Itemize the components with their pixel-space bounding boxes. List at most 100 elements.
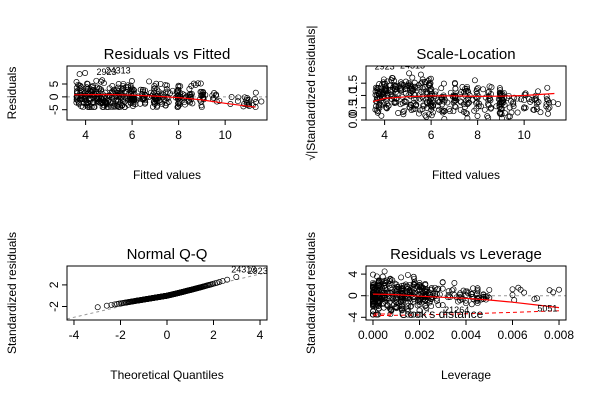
resid-leverage-point <box>474 285 481 292</box>
resid-fitted-point <box>241 101 248 107</box>
resid-leverage-x-axis-label: Leverage <box>441 368 491 382</box>
scale-location-point <box>409 74 416 81</box>
resid-fitted-point <box>90 87 97 93</box>
resid-fitted-point <box>88 104 95 111</box>
normal-qq-y-axis-label: Standardized residuals <box>5 232 19 354</box>
resid-fitted-point <box>176 100 183 106</box>
resid-leverage-cook-line <box>372 310 560 317</box>
resid-leverage-panel: Residuals vs Leverage 21264 5051 Cook's dis… <box>304 232 574 382</box>
scale-location-panel: Scale-Location 2923 24313 4 6 8 10 0.00.51.01.5… <box>304 26 567 182</box>
resid-leverage-point <box>428 303 435 310</box>
resid-fitted-point <box>88 88 95 95</box>
resid-fitted-point <box>195 80 201 87</box>
scale-location-x-axis-label: Fitted values <box>432 168 500 182</box>
scale-location-point <box>391 82 398 89</box>
resid-fitted-point <box>77 95 84 101</box>
resid-leverage-point <box>391 297 398 304</box>
resid-leverage-point <box>410 286 417 293</box>
resid-fitted-point <box>164 82 171 89</box>
scale-location-frame <box>365 65 567 121</box>
resid-leverage-point <box>457 294 464 301</box>
resid-leverage-point <box>550 289 557 296</box>
scale-location-point-label: 2923 <box>375 62 395 72</box>
resid-leverage-x-tick-label: 0.006 <box>497 328 527 342</box>
resid-fitted-point <box>175 103 182 110</box>
resid-leverage-title: Residuals vs Leverage <box>390 246 542 263</box>
resid-fitted-point <box>234 98 241 105</box>
resid-fitted-point <box>133 96 140 103</box>
resid-fitted-point <box>216 97 223 104</box>
scale-location-point <box>413 101 420 108</box>
scale-location-point <box>514 109 521 116</box>
resid-leverage-point <box>370 279 376 286</box>
resid-leverage-point <box>404 302 411 309</box>
normal-qq-y-tick-label: -2 <box>47 301 61 312</box>
resid-leverage-point <box>410 296 417 303</box>
scale-location-point <box>405 91 412 98</box>
resid-leverage-point <box>370 271 376 278</box>
scale-location-point <box>407 101 414 108</box>
scale-location-point <box>474 99 481 106</box>
resid-fitted-point <box>249 101 256 108</box>
resid-leverage-point <box>445 288 452 295</box>
scale-location-point <box>399 100 406 107</box>
scale-location-point <box>534 106 540 112</box>
scale-location-point <box>420 86 427 93</box>
resid-fitted-point <box>73 79 80 85</box>
resid-fitted-point <box>117 104 124 111</box>
scale-location-point <box>532 96 538 103</box>
resid-fitted-point <box>76 71 83 78</box>
scale-location-point <box>429 99 436 106</box>
normal-qq-x-axis-label: Theoretical Quantiles <box>110 368 223 382</box>
resid-leverage-point <box>463 300 469 307</box>
scale-location-point <box>381 80 387 87</box>
resid-leverage-point <box>393 290 400 297</box>
scale-location-point <box>406 70 413 77</box>
resid-leverage-point <box>399 303 405 310</box>
resid-leverage-point <box>418 284 425 291</box>
resid-fitted-point <box>154 86 160 93</box>
scale-location-x-tick-label: 4 <box>381 128 388 142</box>
scale-location-point <box>484 113 491 120</box>
resid-fitted-point <box>198 102 205 109</box>
resid-fitted-y-axis-label: Residuals <box>5 67 19 120</box>
resid-leverage-x-tick-label: 0.002 <box>404 328 434 342</box>
resid-fitted-point <box>135 93 142 100</box>
scale-location-point <box>372 91 379 98</box>
resid-fitted-point <box>241 94 248 101</box>
resid-leverage-y-tick-label: 4 <box>346 270 360 277</box>
resid-fitted-point <box>98 78 104 85</box>
resid-fitted-frame <box>66 65 268 121</box>
scale-location-point <box>438 93 445 100</box>
resid-fitted-point <box>111 88 118 95</box>
resid-leverage-point <box>468 301 475 308</box>
scale-location-point <box>451 103 458 110</box>
resid-fitted-point <box>100 104 107 111</box>
scale-location-point <box>385 102 392 109</box>
scale-location-point <box>393 95 400 102</box>
resid-leverage-point <box>370 311 376 318</box>
resid-fitted-point <box>90 83 96 89</box>
scale-location-point <box>427 96 434 103</box>
scale-location-point <box>372 106 379 113</box>
resid-fitted-point <box>245 96 252 103</box>
scale-location-point <box>508 109 515 116</box>
scale-location-point <box>498 115 505 120</box>
scale-location-point <box>384 100 391 107</box>
scale-location-point <box>438 85 445 92</box>
resid-leverage-point <box>393 299 400 306</box>
scale-location-point <box>395 110 402 116</box>
normal-qq-point <box>103 302 110 309</box>
resid-leverage-y-tick-label: -4 <box>346 312 360 323</box>
normal-qq-point <box>224 276 231 283</box>
scale-location-x-tick-label: 10 <box>517 128 531 142</box>
scale-location-point <box>510 103 517 110</box>
scale-location-point <box>497 87 504 94</box>
resid-fitted-point <box>84 80 90 87</box>
scale-location-point <box>498 105 505 112</box>
resid-leverage-point <box>464 288 471 295</box>
resid-fitted-point <box>94 93 101 100</box>
resid-fitted-point <box>150 85 157 92</box>
resid-leverage-point <box>521 289 528 296</box>
scale-location-point <box>533 100 540 107</box>
